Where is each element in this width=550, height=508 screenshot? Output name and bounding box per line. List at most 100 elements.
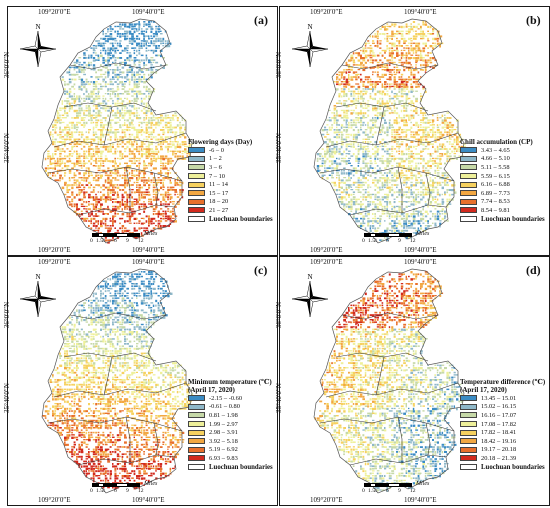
raster-cell <box>393 184 396 186</box>
raster-cell <box>362 124 364 127</box>
raster-cell <box>333 143 337 145</box>
raster-cell <box>85 64 88 67</box>
raster-cell <box>150 222 153 225</box>
raster-cell <box>393 138 397 141</box>
raster-cell <box>364 138 368 140</box>
raster-cell <box>393 81 397 84</box>
raster-cell <box>88 93 90 95</box>
raster-cell <box>436 35 439 37</box>
raster-cell <box>150 198 152 201</box>
raster-cell <box>124 47 127 50</box>
raster-cell <box>181 157 185 160</box>
raster-cell <box>145 69 148 71</box>
raster-cell <box>104 71 107 74</box>
raster-cell <box>343 208 346 211</box>
raster-cell <box>92 97 96 100</box>
raster-cell <box>360 112 362 115</box>
raster-cell <box>152 177 156 179</box>
raster-cell <box>336 124 339 126</box>
raster-cell <box>140 131 143 133</box>
raster-cell <box>155 124 158 126</box>
raster-cell <box>355 71 358 73</box>
raster-cell <box>88 109 91 112</box>
raster-cell <box>448 138 452 140</box>
raster-cell <box>92 117 96 119</box>
raster-cell <box>90 174 93 177</box>
raster-cell <box>444 172 447 174</box>
raster-cell <box>121 112 124 114</box>
raster-cell <box>439 160 441 162</box>
raster-cell <box>379 28 382 30</box>
raster-cell <box>162 184 165 187</box>
raster-cell <box>400 35 404 37</box>
raster-cell <box>114 280 118 283</box>
raster-cell <box>145 40 149 43</box>
raster-cell <box>100 121 103 124</box>
raster-cell <box>357 131 360 134</box>
raster-cell <box>328 117 331 119</box>
raster-cell <box>148 121 151 125</box>
raster-cell <box>114 307 117 310</box>
raster-cell <box>396 112 399 115</box>
raster-cell <box>338 174 340 177</box>
raster-cell <box>78 88 82 91</box>
raster-cell <box>133 114 136 117</box>
raster-cell <box>350 126 353 129</box>
raster-cell <box>169 292 173 295</box>
raster-cell <box>174 126 177 129</box>
raster-cell <box>140 217 144 219</box>
raster-cell <box>350 145 353 148</box>
raster-cell <box>328 141 331 143</box>
legend-item: 7.74 – 8.53 <box>460 198 545 207</box>
raster-cell <box>83 145 86 148</box>
raster-cell <box>391 225 394 228</box>
county-map: N <box>19 18 194 244</box>
raster-cell <box>436 172 440 174</box>
raster-cell <box>128 165 132 168</box>
raster-cell <box>444 129 446 131</box>
raster-cell <box>340 141 344 143</box>
raster-cell <box>116 186 120 189</box>
raster-cell <box>68 177 71 179</box>
raster-cell <box>384 181 387 184</box>
raster-cell <box>128 177 132 179</box>
raster-cell <box>83 54 87 57</box>
raster-cell <box>328 150 332 153</box>
raster-cell <box>336 119 339 122</box>
raster-cell <box>95 210 97 212</box>
raster-cell <box>333 114 336 117</box>
raster-cell <box>133 49 136 52</box>
raster-cell <box>85 210 88 213</box>
raster-cell <box>133 59 137 62</box>
raster-cell <box>386 33 389 35</box>
raster-cell <box>350 57 354 60</box>
raster-cell <box>157 133 161 136</box>
raster-cell <box>172 141 174 143</box>
raster-cell <box>138 169 141 172</box>
raster-cell <box>131 119 134 122</box>
raster-cell <box>398 76 401 78</box>
raster-cell <box>417 47 421 50</box>
raster-cell <box>121 88 125 90</box>
raster-cell <box>367 136 371 138</box>
raster-cell <box>362 222 366 225</box>
raster-cell <box>138 285 141 288</box>
raster-cell <box>410 213 413 216</box>
raster-cell <box>85 167 89 169</box>
raster-cell <box>143 21 146 23</box>
raster-cell <box>131 275 134 278</box>
raster-cell <box>121 287 124 290</box>
raster-cell <box>420 25 422 29</box>
raster-cell <box>376 169 380 172</box>
raster-cell <box>102 299 104 302</box>
raster-cell <box>424 64 428 67</box>
raster-cell <box>379 141 382 144</box>
raster-cell <box>116 95 120 98</box>
raster-cell <box>162 119 165 122</box>
raster-cell <box>73 105 76 107</box>
raster-cell <box>410 100 414 103</box>
panel-label: (b) <box>526 13 541 27</box>
raster-cell <box>155 198 158 201</box>
raster-cell <box>343 81 347 83</box>
raster-cell <box>167 129 170 132</box>
